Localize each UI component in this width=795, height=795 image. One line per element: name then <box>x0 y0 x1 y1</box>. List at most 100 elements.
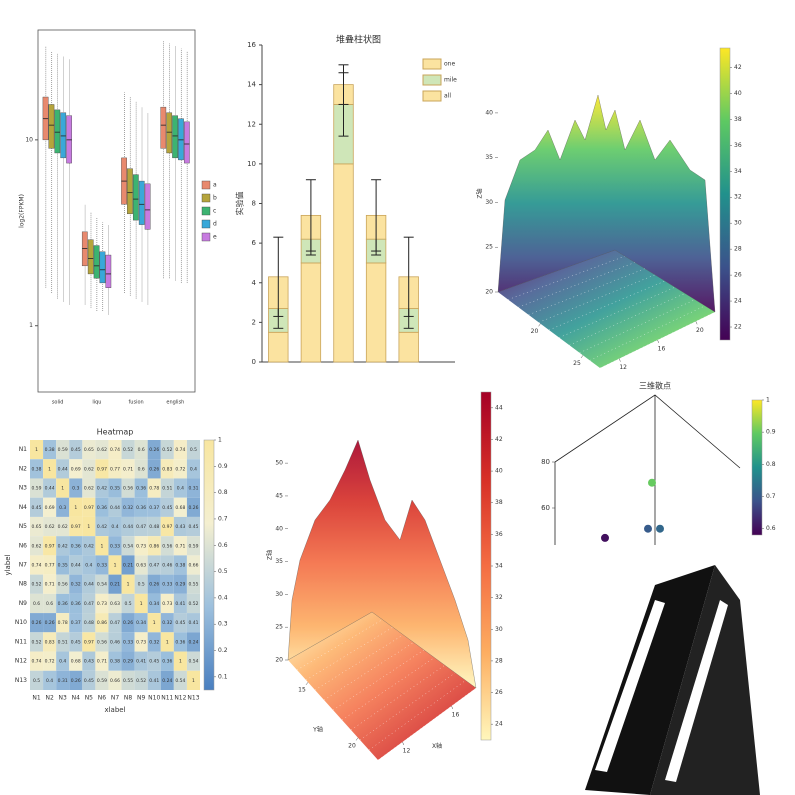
cell-label: 0.54 <box>188 659 198 665</box>
cell-label: 0.73 <box>162 601 172 607</box>
heat-cell <box>147 536 161 556</box>
cell-label: 0.33 <box>97 563 107 569</box>
legend-swatch <box>201 232 211 242</box>
heat-cell <box>160 478 174 498</box>
heat-cell <box>95 516 109 537</box>
x-tick-label: N13 <box>187 695 199 702</box>
heat-cell <box>56 555 70 575</box>
box <box>60 112 67 159</box>
cell-label: 0.63 <box>136 563 146 569</box>
cell-label: 0.44 <box>45 486 55 492</box>
axis-tick-label: 20 <box>531 328 539 335</box>
heat-cell <box>108 613 122 633</box>
heat-cell <box>30 536 44 556</box>
heat-cell <box>43 497 57 517</box>
cell-label: 0.54 <box>97 582 107 588</box>
heat-cell <box>134 574 148 594</box>
cell-label: 0.74 <box>110 447 120 453</box>
surface-body <box>287 439 477 689</box>
cell-label: 0.44 <box>58 466 68 472</box>
cell-label: 0.71 <box>45 582 55 588</box>
cell-label: 0.78 <box>58 620 68 626</box>
heat-cell <box>82 670 96 690</box>
heat-cell <box>160 459 174 479</box>
axis-tick <box>451 705 454 710</box>
cell-label: 0.36 <box>97 505 107 511</box>
y-tick-label: N3 <box>19 485 27 492</box>
heat-cell <box>173 478 187 498</box>
y-tick-label: N6 <box>19 542 27 549</box>
error-bar <box>403 236 414 317</box>
heat-cell <box>95 536 109 556</box>
heat-cell <box>30 478 44 498</box>
cell-label: 0.4 <box>46 678 53 684</box>
y-tick-label: N2 <box>19 465 27 472</box>
colorbar-tick-label: 28 <box>734 246 742 253</box>
colorbar-tick-label: 0.1 <box>218 673 228 680</box>
cell-label: 0.71 <box>175 543 185 549</box>
heat-cell <box>43 555 57 575</box>
heat-cell <box>160 613 174 633</box>
y-tick-label: N11 <box>15 638 27 645</box>
heat-cell <box>173 536 187 556</box>
cell-label: 0.97 <box>45 543 55 549</box>
heat-cell <box>69 459 83 479</box>
heat-cell <box>82 555 96 575</box>
axis-tick <box>618 358 621 362</box>
y-tick-label: 10 <box>25 136 33 143</box>
axis-label: Y轴 <box>312 726 323 734</box>
z-tick-label: 30 <box>275 591 283 598</box>
colorbar <box>480 391 492 741</box>
cell-label: 0.65 <box>32 524 42 530</box>
cell-label: 0.31 <box>188 486 198 492</box>
heat-cell <box>173 593 187 614</box>
y-axis-label: log2(FPKM) <box>19 194 26 228</box>
heat-cell <box>30 555 44 575</box>
heat-cell <box>186 555 200 575</box>
cell-label: 0.4 <box>85 563 92 569</box>
x-tick-label: N1 <box>32 695 40 702</box>
colorbar-tick-label: 42 <box>495 436 503 443</box>
cell-label: 0.43 <box>175 524 185 530</box>
heat-cell <box>173 670 187 690</box>
colorbar-tick-label: 0.7 <box>218 515 228 522</box>
cell-label: 1 <box>179 659 182 665</box>
heat-cell <box>69 536 83 556</box>
box <box>184 121 190 164</box>
heat-cell <box>134 555 148 575</box>
surface-floor <box>288 612 476 760</box>
colorbar-tick-label: 0.5 <box>218 568 228 575</box>
cell-label: 0.55 <box>188 582 198 588</box>
x-tick-label: N8 <box>124 695 132 702</box>
cell-label: 0.78 <box>149 486 159 492</box>
axis-tick <box>657 339 660 344</box>
cell-label: 0.42 <box>97 524 107 530</box>
cell-label: 1 <box>87 524 90 530</box>
cell-label: 1 <box>35 447 38 453</box>
cell-label: 0.77 <box>45 563 55 569</box>
axis-tick-label: 20 <box>696 327 704 334</box>
colorbar-tick-label: 1 <box>218 437 222 444</box>
heat-cell <box>56 516 70 537</box>
heat-cell <box>173 555 187 575</box>
plot-frame <box>37 29 196 393</box>
y-tick-label: N5 <box>19 523 27 530</box>
cell-label: 0.62 <box>97 447 107 453</box>
bar-segment <box>365 262 387 363</box>
legend-swatch <box>201 180 211 190</box>
heat-cell <box>43 613 57 633</box>
heat-cell <box>186 670 200 690</box>
cell-label: 0.54 <box>175 678 185 684</box>
z-tick-label: 30 <box>485 199 493 206</box>
floor-grid <box>341 657 435 721</box>
cell-label: 0.46 <box>110 639 120 645</box>
cell-label: 0.44 <box>110 505 120 511</box>
cell-label: 0.71 <box>123 466 133 472</box>
cell-label: 0.21 <box>110 582 120 588</box>
x-tick-label: liqu <box>92 400 101 406</box>
cell-label: 0.62 <box>84 466 94 472</box>
cell-label: 0.26 <box>188 505 198 511</box>
y-tick-label: N1 <box>19 446 27 453</box>
bar-segment <box>268 331 289 363</box>
cell-label: 0.34 <box>136 620 146 626</box>
